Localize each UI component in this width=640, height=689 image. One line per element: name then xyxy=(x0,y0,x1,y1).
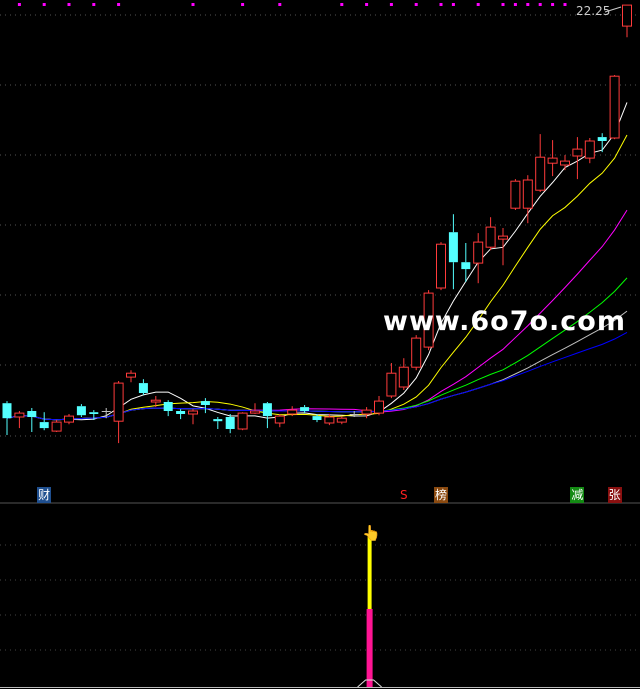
top-dot xyxy=(117,3,121,6)
candle-up xyxy=(411,337,422,368)
candle-down xyxy=(262,403,272,417)
candle-down xyxy=(76,406,86,416)
top-dot xyxy=(538,3,542,6)
candle-down xyxy=(39,422,49,429)
signal-marker[interactable]: 榜 xyxy=(434,487,448,503)
candle-up xyxy=(324,416,335,424)
candle-up xyxy=(398,366,409,388)
candle-down xyxy=(163,402,173,411)
candle-up xyxy=(436,243,446,289)
top-dot xyxy=(414,3,418,6)
max-price-label: 22.25 xyxy=(576,4,611,18)
candle-up xyxy=(126,372,136,378)
candle-up xyxy=(287,409,298,415)
candle-down xyxy=(176,411,186,414)
candle-up xyxy=(473,241,484,264)
candle-up xyxy=(535,156,546,191)
top-dot xyxy=(389,3,393,6)
candle-down xyxy=(27,411,37,417)
watermark: www.6o7o.com xyxy=(383,306,626,337)
top-dot xyxy=(191,3,195,6)
candle-down xyxy=(138,383,148,393)
ma-line-10 xyxy=(6,134,628,421)
candle-up xyxy=(274,415,285,424)
top-dot xyxy=(451,3,455,6)
top-dot xyxy=(42,3,46,6)
candle-up xyxy=(336,417,347,423)
indicator-bar-magenta xyxy=(366,609,373,687)
candle-down xyxy=(461,262,471,270)
candle-up xyxy=(423,292,434,348)
top-dot xyxy=(439,3,443,6)
candle-down xyxy=(213,419,223,422)
candle-up xyxy=(250,410,260,414)
candle-up xyxy=(386,372,397,397)
candle-up xyxy=(113,382,124,422)
candle-up xyxy=(584,140,595,159)
candle-down xyxy=(101,411,111,412)
candle-up xyxy=(374,400,384,414)
ma-line-60 xyxy=(6,332,628,421)
candle-down xyxy=(349,414,359,415)
candle-up xyxy=(150,399,161,403)
max-price-arrow xyxy=(604,6,622,13)
candle-up xyxy=(361,409,372,415)
signal-marker[interactable]: S xyxy=(399,488,408,502)
signal-marker[interactable]: 张 xyxy=(607,487,622,503)
top-dot xyxy=(563,3,567,6)
candle-down xyxy=(448,232,458,263)
candle-up xyxy=(572,148,583,157)
top-dot xyxy=(340,3,344,6)
candle-up xyxy=(498,235,508,240)
candle-up xyxy=(14,412,25,418)
candle-up xyxy=(64,415,74,423)
candle-up xyxy=(547,157,558,164)
top-dot xyxy=(526,3,530,6)
candle-down xyxy=(225,417,235,429)
candle-up xyxy=(522,179,533,209)
top-dot xyxy=(476,3,480,6)
candle-up xyxy=(188,410,198,415)
signal-marker[interactable]: 财 xyxy=(37,487,52,503)
indicator-bar-yellow xyxy=(367,537,372,609)
candle-down xyxy=(312,416,322,420)
hand-cursor-icon: 👆 xyxy=(362,524,381,542)
top-dot xyxy=(92,3,96,6)
indicator-hump xyxy=(357,679,382,688)
candle-up xyxy=(51,421,62,432)
top-dot xyxy=(278,3,282,6)
candle-up xyxy=(485,226,496,248)
candle-up xyxy=(622,4,632,27)
candle-up xyxy=(510,180,521,209)
candle-down xyxy=(89,412,99,414)
top-dot xyxy=(551,3,555,6)
candle-down xyxy=(200,401,210,405)
ma-line-30 xyxy=(6,277,628,421)
candle-down xyxy=(597,137,607,141)
signal-marker[interactable]: 减 xyxy=(570,487,585,503)
top-dot xyxy=(365,3,369,6)
top-dot xyxy=(501,3,505,6)
candle-up xyxy=(560,160,570,166)
top-dot xyxy=(513,3,517,6)
candle-down xyxy=(300,407,310,411)
candle-up xyxy=(609,75,620,139)
ma-line-5 xyxy=(6,102,628,421)
top-dot xyxy=(17,3,21,6)
candle-up xyxy=(237,412,248,430)
top-dot xyxy=(241,3,245,6)
top-dot xyxy=(67,3,71,6)
candle-down xyxy=(2,403,12,419)
